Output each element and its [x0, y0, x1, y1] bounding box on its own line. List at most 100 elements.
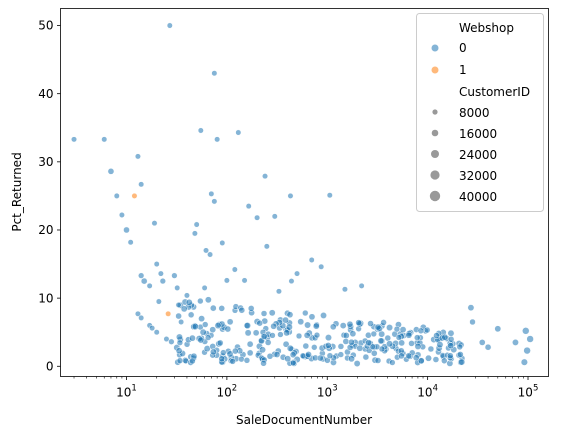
scatter-point-webshop-0 — [273, 351, 281, 358]
legend-size-marker-40000 — [429, 190, 441, 202]
scatter-point-webshop-0 — [311, 344, 318, 351]
scatter-point-webshop-0 — [316, 354, 324, 362]
scatter-point-webshop-0 — [203, 247, 210, 254]
scatter-point-webshop-0 — [275, 288, 282, 295]
scatter-point-webshop-0 — [286, 311, 294, 319]
scatter-point-webshop-0 — [414, 343, 422, 350]
scatter-point-webshop-0 — [494, 325, 502, 333]
points-layer — [71, 22, 534, 367]
scatter-point-webshop-0 — [204, 296, 212, 304]
scatter-point-webshop-0 — [374, 323, 382, 331]
scatter-point-webshop-0 — [127, 239, 134, 246]
scatter-point-webshop-0 — [197, 336, 205, 344]
scatter-point-webshop-0 — [209, 326, 217, 334]
scatter-point-webshop-0 — [271, 213, 278, 220]
scatter-point-webshop-0 — [447, 329, 455, 337]
scatter-point-webshop-0 — [174, 284, 181, 291]
scatter-point-webshop-0 — [522, 327, 530, 335]
y-tick-label: 30 — [38, 155, 53, 169]
scatter-point-webshop-1 — [165, 310, 172, 317]
scatter-point-webshop-0 — [187, 311, 195, 319]
scatter-point-webshop-0 — [302, 342, 310, 350]
scatter-point-webshop-0 — [389, 359, 396, 366]
scatter-point-webshop-0 — [180, 305, 188, 313]
scatter-point-webshop-0 — [342, 332, 350, 339]
scatter-point-webshop-0 — [456, 343, 463, 351]
scatter-point-webshop-0 — [447, 342, 455, 350]
scatter-point-webshop-0 — [398, 339, 406, 347]
scatter-point-webshop-0 — [107, 168, 115, 175]
scatter-point-webshop-0 — [305, 351, 312, 358]
scatter-point-webshop-0 — [295, 332, 303, 340]
scatter-point-webshop-0 — [304, 321, 312, 329]
legend-size-marker-16000 — [431, 129, 439, 137]
scatter-point-webshop-0 — [189, 334, 196, 342]
scatter-point-webshop-0 — [326, 352, 334, 360]
y-axis-ticks: 0 10 20 30 40 50 — [38, 19, 61, 373]
scatter-point-webshop-0 — [353, 360, 361, 367]
scatter-point-webshop-0 — [220, 349, 227, 356]
scatter-point-webshop-0 — [433, 332, 440, 339]
scatter-point-webshop-0 — [211, 70, 218, 77]
scatter-point-webshop-0 — [231, 266, 238, 273]
scatter-point-webshop-0 — [288, 278, 295, 285]
scatter-point-webshop-0 — [246, 340, 254, 348]
scatter-point-webshop-0 — [204, 334, 212, 341]
legend-size-label-8000: 8000 — [459, 106, 490, 120]
scatter-point-webshop-0 — [290, 359, 297, 367]
scatter-point-webshop-0 — [189, 357, 196, 365]
legend-box — [416, 13, 544, 212]
legend-size-title: CustomerID — [459, 85, 530, 99]
scatter-point-webshop-0 — [308, 256, 315, 263]
scatter-point-webshop-0 — [346, 320, 354, 328]
scatter-point-webshop-0 — [326, 192, 333, 199]
legend-size-marker-8000 — [432, 109, 438, 115]
y-tick-label: 10 — [38, 291, 53, 305]
scatter-point-webshop-0 — [201, 284, 208, 291]
scatter-point-webshop-0 — [138, 272, 145, 279]
scatter-point-webshop-0 — [386, 324, 394, 332]
x-axis-ticks: 101 102 103 104 105 — [73, 376, 538, 400]
scatter-point-webshop-0 — [246, 349, 254, 357]
scatter-point-webshop-0 — [149, 325, 156, 332]
y-tick-label: 0 — [46, 359, 54, 373]
scatter-point-webshop-0 — [202, 321, 209, 328]
scatter-point-webshop-0 — [252, 329, 260, 337]
scatter-point-webshop-0 — [447, 352, 454, 360]
scatter-point-webshop-0 — [313, 331, 321, 339]
scatter-point-webshop-0 — [191, 323, 199, 331]
scatter-point-webshop-0 — [282, 340, 290, 348]
scatter-point-webshop-0 — [226, 350, 234, 358]
legend-size-label-24000: 24000 — [459, 148, 497, 162]
scatter-point-webshop-0 — [175, 312, 182, 320]
scatter-point-webshop-0 — [270, 322, 278, 330]
scatter-point-webshop-0 — [425, 354, 432, 362]
scatter-point-webshop-0 — [370, 349, 378, 357]
scatter-point-webshop-0 — [175, 301, 182, 308]
scatter-point-webshop-0 — [163, 336, 170, 343]
scatter-point-webshop-0 — [341, 286, 348, 293]
scatter-point-webshop-0 — [355, 319, 363, 327]
scatter-point-webshop-0 — [223, 277, 230, 284]
scatter-point-webshop-0 — [282, 316, 289, 324]
legend-label-webshop-1: 1 — [459, 63, 467, 77]
legend-hue-title: Webshop — [459, 21, 514, 35]
scatter-point-webshop-0 — [153, 261, 160, 268]
legend-size-label-16000: 16000 — [459, 127, 497, 141]
scatter-point-webshop-0 — [193, 221, 200, 228]
scatter-point-webshop-0 — [362, 353, 370, 361]
scatter-point-webshop-0 — [369, 343, 376, 350]
scatter-point-webshop-0 — [399, 326, 407, 333]
legend-marker-webshop-1 — [431, 66, 439, 74]
scatter-point-webshop-0 — [393, 325, 401, 333]
scatter-point-webshop-0 — [520, 358, 528, 366]
scatter-point-webshop-0 — [337, 351, 345, 358]
scatter-point-webshop-0 — [197, 297, 204, 305]
scatter-point-webshop-0 — [283, 329, 291, 337]
scatter-point-webshop-0 — [138, 314, 145, 321]
scatter-point-webshop-0 — [101, 136, 108, 143]
scatter-point-webshop-0 — [243, 357, 251, 364]
scatter-point-webshop-0 — [264, 339, 272, 346]
scatter-point-webshop-0 — [365, 331, 372, 339]
